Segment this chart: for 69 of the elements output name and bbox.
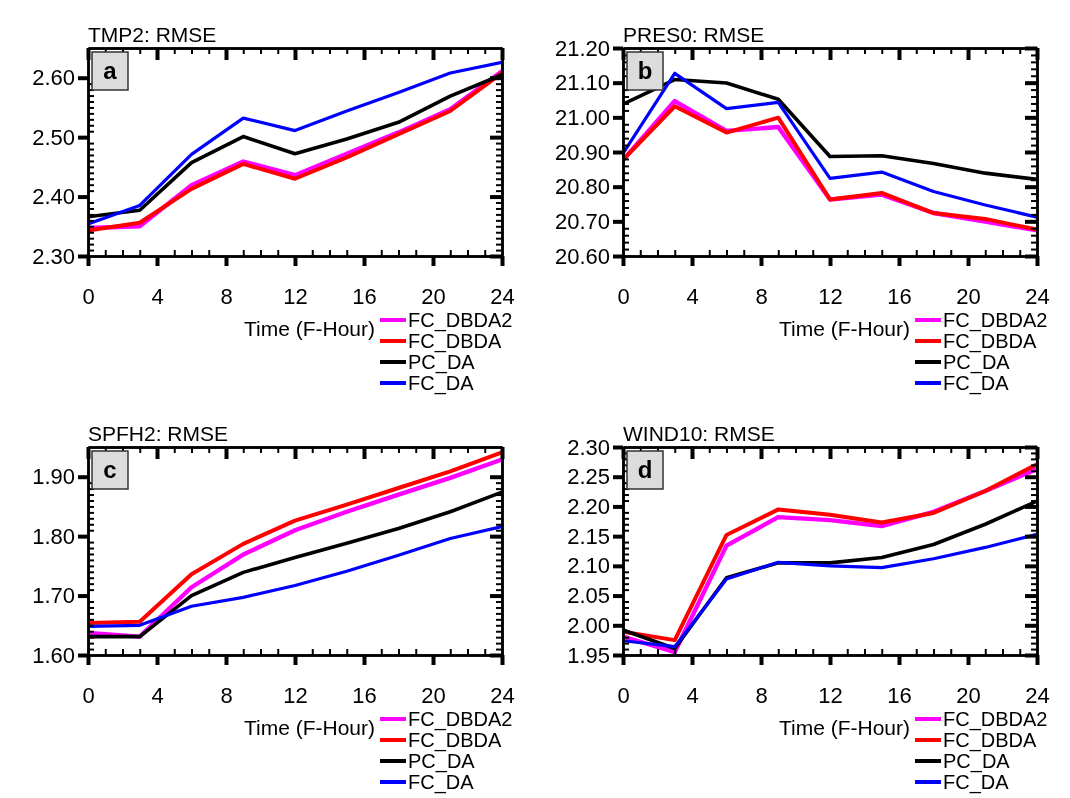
x-tick-label: 24: [490, 284, 515, 310]
x-tick-label: 16: [352, 284, 377, 310]
x-tick-label: 8: [755, 284, 768, 310]
legend-label: FC_DBDA2: [408, 309, 513, 333]
y-tick-label: 1.80: [32, 523, 75, 549]
chart-title: PRES0: RMSE: [623, 23, 765, 46]
x-tick-label: 24: [1025, 284, 1050, 310]
x-tick-label: 4: [151, 284, 164, 310]
x-axis-title: Time (F-Hour): [778, 716, 910, 739]
x-tick-label: 12: [818, 284, 843, 310]
x-tick-label: 0: [82, 284, 95, 310]
x-axis-title: Time (F-Hour): [243, 716, 375, 739]
y-tick-label: 2.30: [32, 243, 75, 269]
y-tick-label: 2.05: [567, 583, 610, 609]
y-tick-label: 21.10: [554, 70, 610, 96]
y-tick-label: 21.00: [554, 104, 610, 130]
x-axis-title: Time (F-Hour): [243, 317, 375, 340]
x-tick-label: 20: [956, 284, 981, 310]
chart-title: TMP2: RMSE: [88, 23, 217, 46]
x-tick-label: 20: [421, 683, 446, 709]
y-tick-label: 1.90: [32, 464, 75, 490]
x-tick-label: 8: [755, 683, 768, 709]
y-tick-label: 1.95: [567, 642, 610, 668]
x-tick-label: 0: [82, 683, 95, 709]
x-tick-label: 16: [352, 683, 377, 709]
chart-title: SPFH2: RMSE: [88, 422, 229, 445]
x-tick-label: 20: [956, 683, 981, 709]
x-tick-label: 16: [887, 683, 912, 709]
y-tick-label: 2.25: [567, 464, 610, 490]
x-axis-title: Time (F-Hour): [778, 317, 910, 340]
x-tick-label: 24: [490, 683, 515, 709]
x-tick-label: 20: [421, 284, 446, 310]
y-tick-label: 2.30: [567, 434, 610, 460]
annotation: d: [637, 456, 653, 483]
y-tick-label: 1.70: [32, 583, 75, 609]
y-tick-label: 2.60: [32, 65, 75, 91]
line-series: [88, 525, 502, 629]
y-tick-label: 20.70: [554, 208, 610, 234]
y-tick-label: 2.50: [32, 124, 75, 150]
y-tick-label: 1.60: [32, 642, 75, 668]
annotation: b: [637, 57, 653, 84]
x-tick-label: 4: [686, 284, 699, 310]
x-tick-label: 8: [220, 284, 233, 310]
y-tick-label: 2.10: [567, 553, 610, 579]
x-tick-label: 12: [818, 683, 843, 709]
y-tick-label: 20.60: [554, 243, 610, 269]
x-tick-label: 16: [887, 284, 912, 310]
x-tick-label: 24: [1025, 683, 1050, 709]
x-tick-label: 8: [220, 683, 233, 709]
x-tick-label: 12: [283, 683, 308, 709]
annotation: a: [103, 57, 118, 84]
chart-title: WIND10: RMSE: [623, 422, 775, 445]
annotation: c: [103, 456, 117, 483]
x-tick-label: 12: [283, 284, 308, 310]
legend-label: FC_DBDA2: [943, 708, 1048, 732]
x-tick-label: 4: [151, 683, 164, 709]
x-tick-label: 0: [617, 284, 630, 310]
y-tick-label: 20.80: [554, 174, 610, 200]
y-tick-label: 2.15: [567, 523, 610, 549]
y-tick-label: 2.40: [32, 184, 75, 210]
y-tick-label: 20.90: [554, 139, 610, 165]
legend-label: FC_DBDA2: [943, 309, 1048, 333]
y-tick-label: 2.20: [567, 493, 610, 519]
x-tick-label: 4: [686, 683, 699, 709]
legend-label: FC_DBDA2: [408, 708, 513, 732]
y-tick-label: 2.00: [567, 612, 610, 638]
x-tick-label: 0: [617, 683, 630, 709]
y-tick-label: 21.20: [554, 35, 610, 61]
line-series: [623, 532, 1037, 649]
